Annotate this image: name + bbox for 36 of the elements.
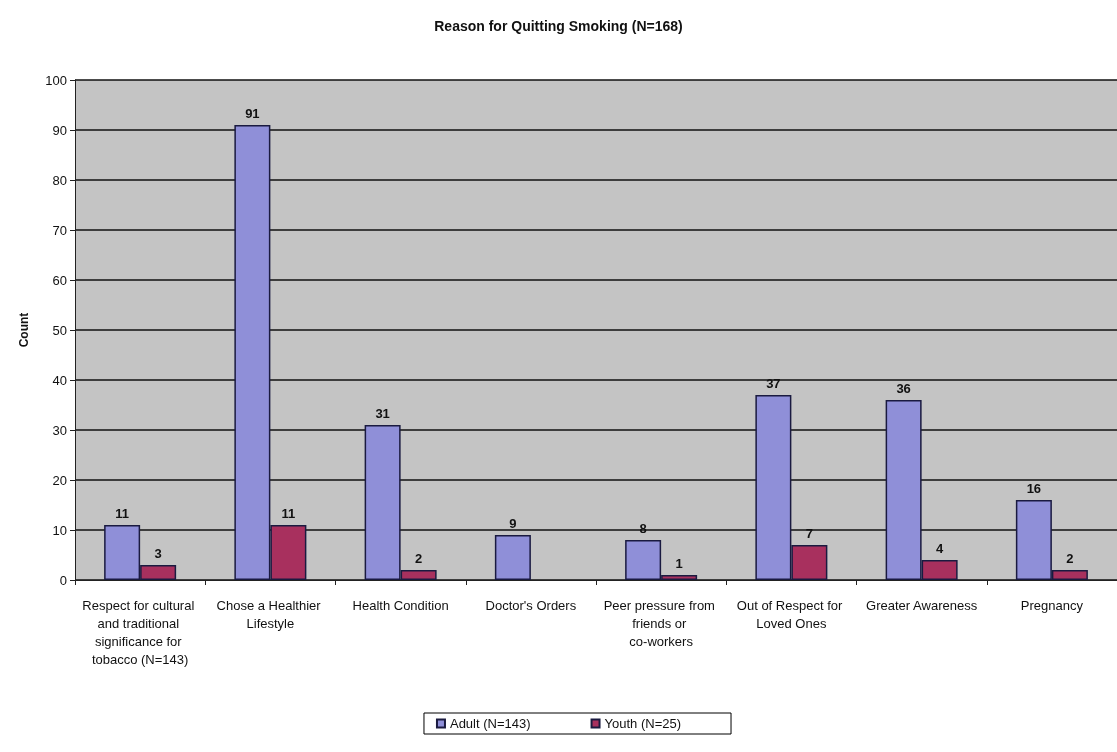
data-label: 2 (415, 551, 423, 566)
data-label: 36 (896, 381, 911, 396)
x-tick-label: Greater Awareness (866, 597, 978, 613)
data-label: 11 (281, 506, 296, 521)
data-label: 1 (675, 556, 683, 571)
y-tick-label: 0 (59, 572, 67, 588)
y-axis-title: Count (17, 312, 31, 348)
x-tick-label: Pregnancy (1020, 597, 1084, 613)
chart-title: Reason for Quitting Smoking (N=168) (434, 18, 683, 34)
x-tick-label: Doctor's Orders (485, 597, 577, 613)
y-tick-label: 10 (52, 522, 67, 538)
y-tick-label: 60 (52, 272, 67, 288)
data-label: 2 (1066, 551, 1074, 566)
data-label: 4 (936, 541, 945, 556)
y-tick-label: 50 (52, 322, 67, 338)
x-tick-label: Health Condition (352, 597, 449, 613)
y-tick-label: 100 (45, 72, 67, 88)
y-tick-label: 30 (52, 422, 67, 438)
y-tick-label: 70 (52, 222, 67, 238)
data-label: 91 (245, 106, 260, 121)
x-tick-label: Out of Respect for Loved Ones (736, 597, 846, 631)
x-tick-label: Chose a Healthier Lifestyle (216, 597, 325, 631)
y-tick-label: 90 (52, 122, 67, 138)
x-tick-label: Peer pressure from friends or co-workers (603, 597, 719, 649)
y-tick-label: 80 (52, 172, 67, 188)
data-label: 9 (509, 516, 517, 531)
data-label: 16 (1026, 481, 1042, 496)
y-tick-label: 20 (52, 472, 67, 488)
y-tick-label: 40 (52, 372, 67, 388)
data-label: 31 (375, 406, 390, 421)
bar (494, 535, 531, 580)
x-tick-label: Respect for cultural and traditional significance for tobacco (N=143) (82, 597, 198, 667)
data-label: 11 (115, 506, 129, 521)
data-label: 3 (154, 546, 162, 561)
legend-label: Adult (N=143) (449, 716, 531, 731)
legend-label: Youth (N=25) (604, 716, 682, 731)
